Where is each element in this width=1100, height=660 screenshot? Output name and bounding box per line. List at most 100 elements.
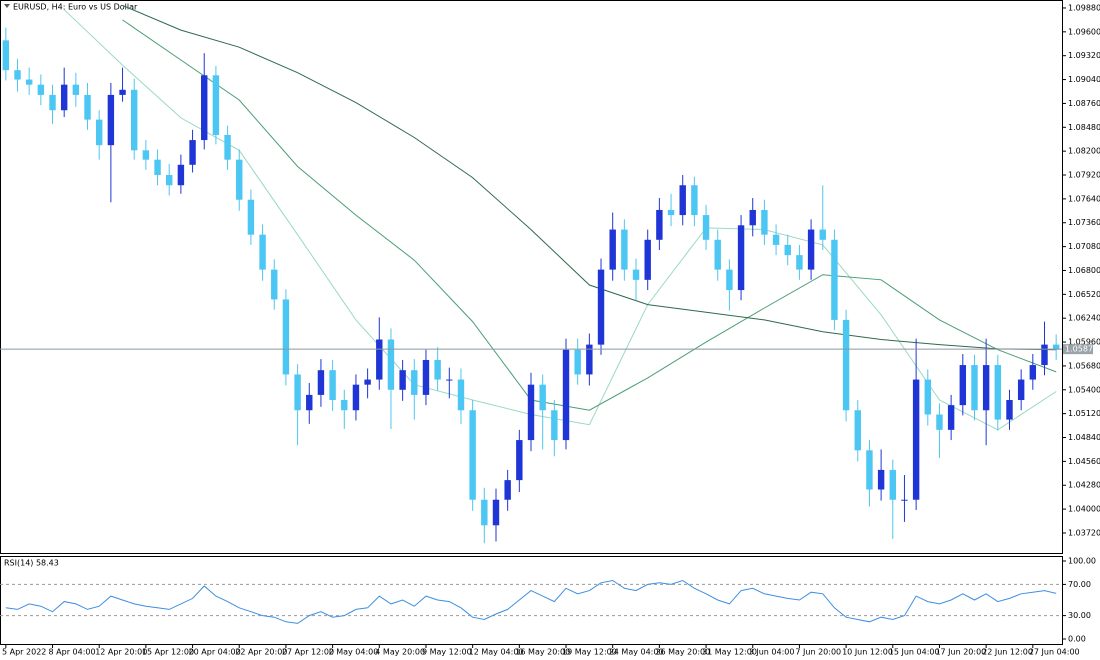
candle-body xyxy=(224,134,231,160)
candle-body xyxy=(819,229,826,240)
candle-body xyxy=(1006,400,1013,420)
candle-body xyxy=(807,229,815,270)
y-tick-label: 1.08200 xyxy=(1068,147,1100,156)
candle-body xyxy=(784,244,791,256)
candle-body xyxy=(130,89,138,151)
candle-body xyxy=(562,349,570,441)
candle-body xyxy=(586,344,593,375)
candle-body xyxy=(376,339,383,380)
candle-body xyxy=(247,199,255,235)
candle-body xyxy=(37,84,45,95)
x-tick-label: 8 Apr 04:00 xyxy=(49,648,96,657)
x-tick-label: 9 May 12:00 xyxy=(422,648,472,657)
y-tick-label: 1.06240 xyxy=(1068,314,1100,323)
candle-body xyxy=(364,379,371,385)
candle-body xyxy=(877,469,885,490)
candle-body xyxy=(772,234,780,245)
y-tick-label: 1.06800 xyxy=(1068,266,1100,275)
candle-body xyxy=(889,469,896,500)
candle-body xyxy=(259,234,266,270)
rsi-line xyxy=(5,579,1057,624)
candle-body xyxy=(1041,344,1048,366)
candle-body xyxy=(107,94,115,146)
candle-body xyxy=(504,480,511,500)
y-tick-label: 1.08760 xyxy=(1068,99,1100,108)
y-tick-label: 30.00 xyxy=(1068,611,1091,620)
candle-body xyxy=(25,79,33,85)
current-price-box xyxy=(1063,344,1093,355)
y-tick-label: 1.05960 xyxy=(1068,338,1100,347)
y-tick-label: 1.05400 xyxy=(1068,385,1100,394)
candle-body xyxy=(702,215,710,240)
main-panel xyxy=(0,0,1063,554)
candle-body xyxy=(329,370,336,401)
candle-body xyxy=(644,239,651,280)
y-tick-label: 70.00 xyxy=(1068,580,1091,589)
x-tick-label: 27 Jun 04:00 xyxy=(1029,648,1080,657)
x-tick-label: 27 Apr 12:00 xyxy=(282,648,334,657)
y-tick-label: 1.03720 xyxy=(1068,528,1100,537)
y-tick-label: 1.07360 xyxy=(1068,218,1100,227)
x-tick-label: 5 Apr 2022 xyxy=(2,648,46,657)
candle-body xyxy=(516,440,523,481)
rsi-title: RSI(14) 58.43 xyxy=(4,559,59,568)
candle-body xyxy=(212,75,220,135)
x-tick-label: 20 Apr 04:00 xyxy=(189,648,241,657)
y-tick-label: 100.00 xyxy=(1068,557,1096,566)
candle-body xyxy=(306,394,313,411)
candle-body xyxy=(842,319,850,411)
chart-title: EURUSD, H4: Euro vs US Dollar xyxy=(13,3,138,12)
x-tick-label: 26 May 20:00 xyxy=(655,648,710,657)
candle-body xyxy=(422,359,430,395)
candle-body xyxy=(411,370,418,395)
y-tick-label: 1.08480 xyxy=(1068,123,1100,132)
y-tick-label: 0.00 xyxy=(1068,635,1086,644)
x-tick-label: 17 Jun 20:00 xyxy=(935,648,986,657)
candle-body xyxy=(971,365,978,411)
candle-body xyxy=(446,379,453,381)
candle-body xyxy=(399,370,406,390)
candle-body xyxy=(492,499,500,526)
x-tick-label: 22 Jun 12:00 xyxy=(982,648,1033,657)
candle-body xyxy=(539,384,546,411)
candle-body xyxy=(936,414,943,430)
y-tick-label: 1.04000 xyxy=(1068,505,1100,514)
candle-body xyxy=(434,359,441,380)
candle-body xyxy=(457,379,465,411)
candle-body xyxy=(469,410,476,500)
candle-body xyxy=(119,89,126,95)
candle-body xyxy=(924,379,932,415)
candle-body xyxy=(166,175,173,186)
y-tick-label: 1.09320 xyxy=(1068,51,1100,60)
x-tick-label: 10 Jun 12:00 xyxy=(842,648,893,657)
candle-body xyxy=(749,209,756,226)
y-tick-label: 1.09040 xyxy=(1068,75,1100,84)
y-tick-label: 1.07920 xyxy=(1068,171,1100,180)
y-tick-label: 1.09880 xyxy=(1068,3,1100,12)
x-tick-label: 2 May 04:00 xyxy=(329,648,379,657)
candle-body xyxy=(679,185,686,216)
y-tick-label: 1.04280 xyxy=(1068,481,1100,490)
candle-body xyxy=(982,365,990,411)
moving-average xyxy=(122,4,1057,351)
x-tick-label: 19 May 12:00 xyxy=(562,648,617,657)
candle-body xyxy=(737,225,745,291)
candle-body xyxy=(49,94,56,111)
candle-body xyxy=(14,70,21,80)
candle-body xyxy=(236,159,243,200)
candle-body xyxy=(912,379,920,500)
x-tick-label: 15 Apr 12:00 xyxy=(142,648,194,657)
y-tick-label: 1.05680 xyxy=(1068,361,1100,370)
candle-body xyxy=(189,140,196,165)
candle-body xyxy=(667,209,675,216)
candle-body xyxy=(271,269,278,300)
y-tick-label: 1.04840 xyxy=(1068,433,1100,442)
candle-body xyxy=(294,374,301,411)
candle-body xyxy=(1017,379,1025,401)
y-tick-label: 1.06520 xyxy=(1068,290,1100,299)
candle-body xyxy=(947,405,955,430)
x-tick-label: 12 Apr 20:00 xyxy=(95,648,147,657)
x-tick-label: 3 Jun 04:00 xyxy=(749,648,795,657)
candle-body xyxy=(282,299,290,375)
